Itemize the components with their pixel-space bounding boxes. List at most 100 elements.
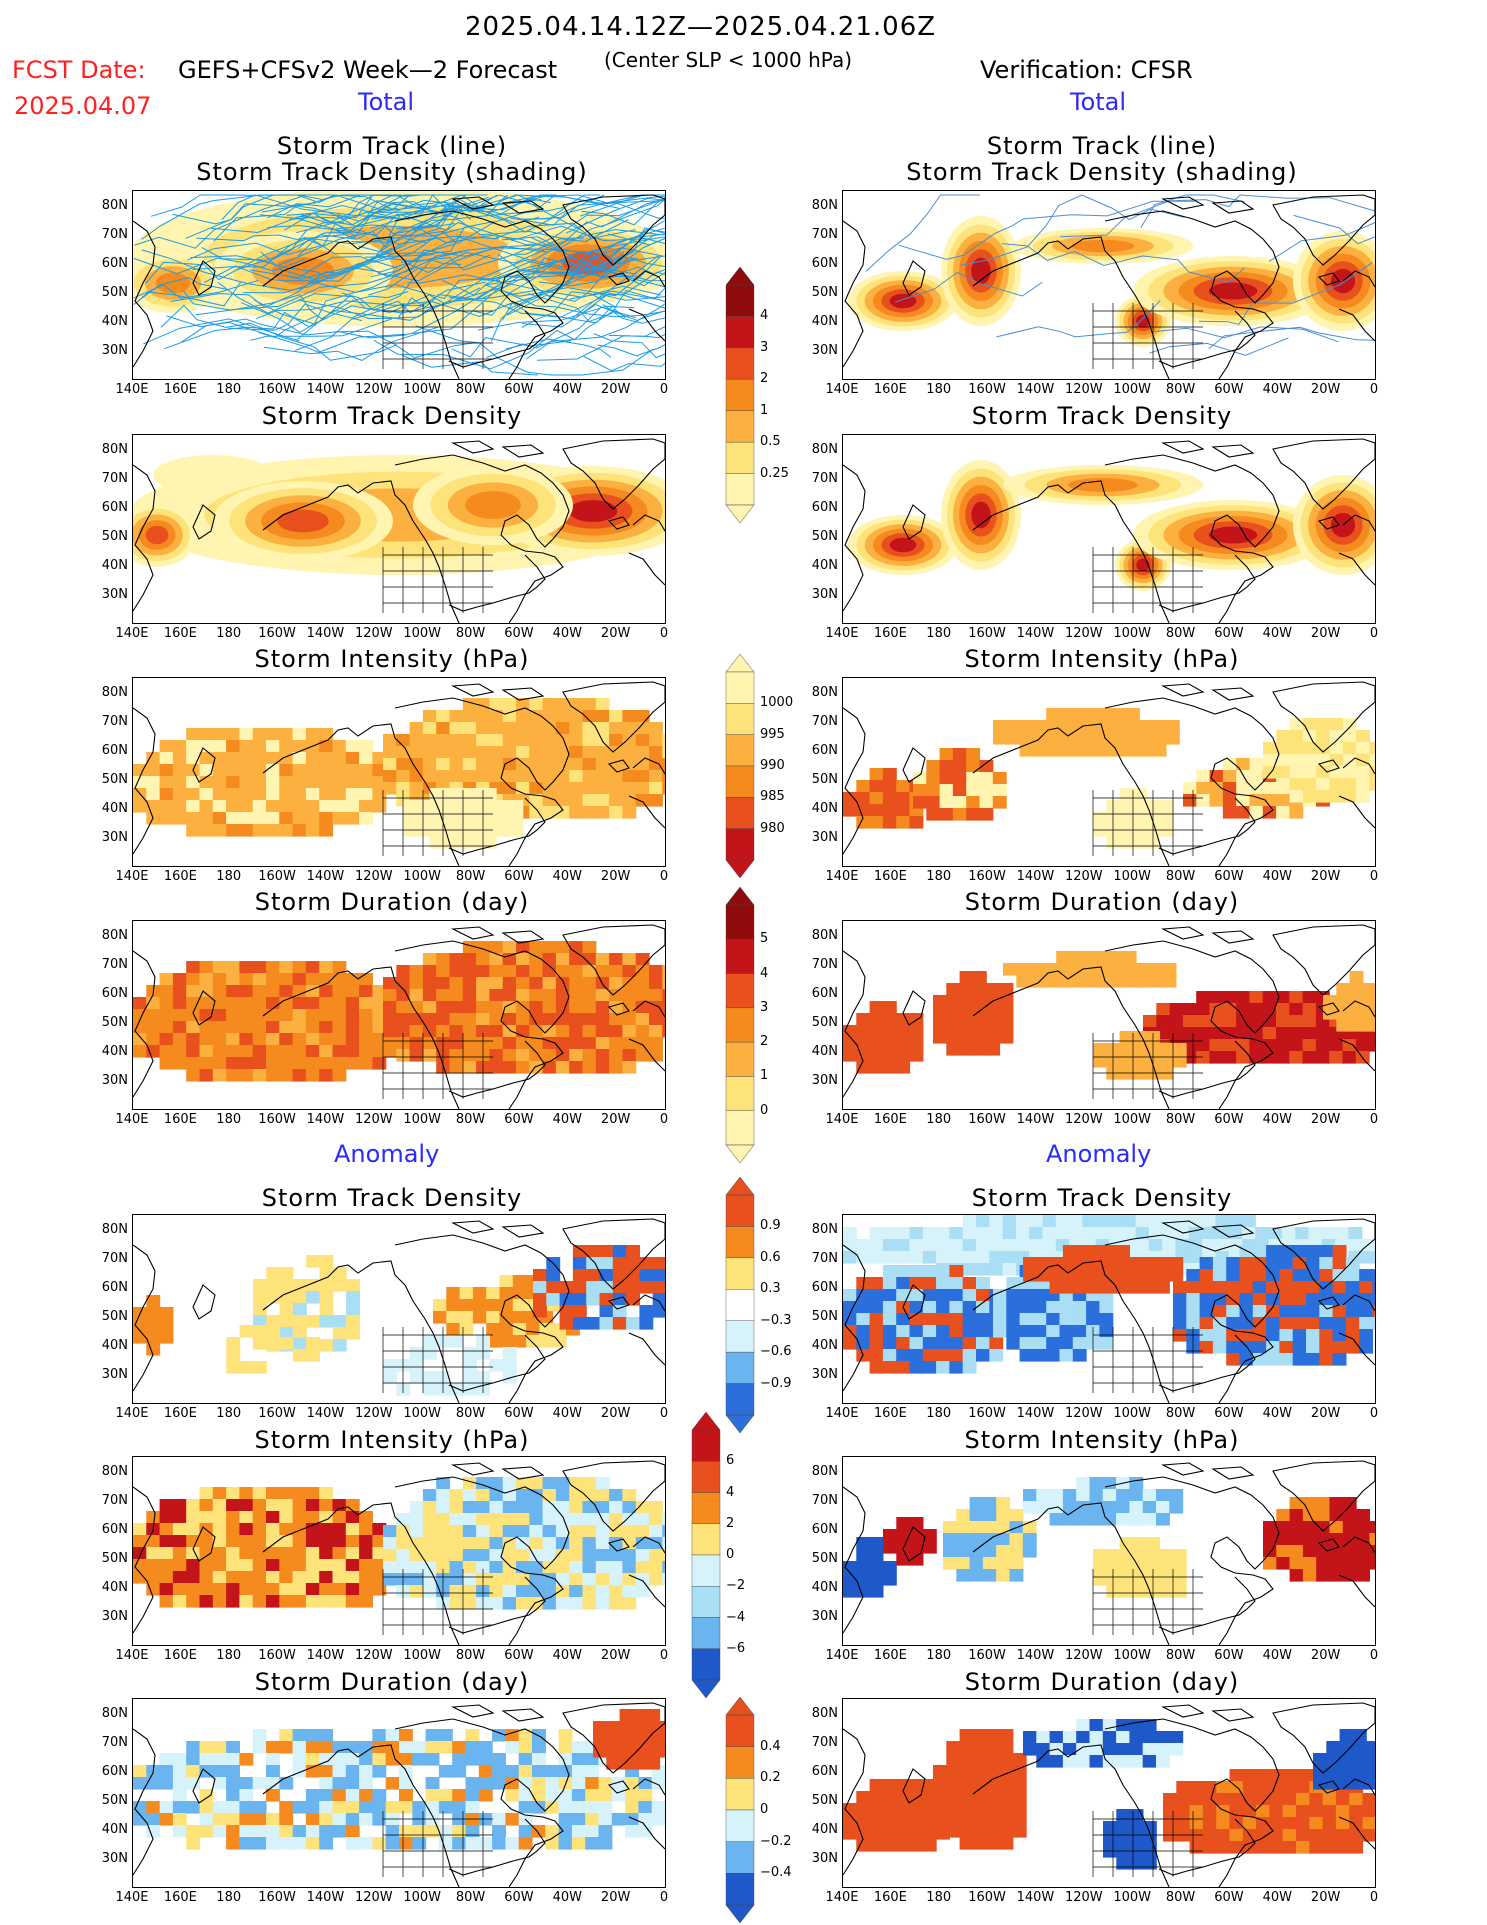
grid-cell (346, 1291, 360, 1304)
grid-cell (569, 1013, 584, 1026)
grid-cell (882, 1037, 897, 1050)
grid-cell (962, 1263, 977, 1276)
lat-label: 50N (101, 1309, 128, 1324)
grid-cell (159, 764, 174, 777)
grid-cell (969, 1557, 984, 1570)
grid-cell (856, 1037, 871, 1050)
grid-cell (383, 1013, 397, 1026)
grid-cell (1156, 1489, 1170, 1502)
grid-cell (856, 1561, 871, 1574)
grid-cell (133, 1813, 147, 1826)
grid-cell (319, 1559, 334, 1572)
panel-density-anom-obs-map (843, 1215, 1375, 1403)
grid-cell (1322, 1841, 1337, 1854)
grid-cell (212, 1801, 227, 1814)
grid-cell (239, 1057, 254, 1070)
grid-cell (1306, 1341, 1320, 1354)
grid-cell (909, 1325, 924, 1338)
grid-cell (1116, 1269, 1130, 1282)
grid-cell (1188, 1239, 1203, 1252)
grid-cell (1046, 732, 1061, 745)
grid-cell (856, 780, 871, 793)
grid-cell (882, 804, 897, 817)
grid-cell (409, 1025, 424, 1038)
grid-cell (1172, 1043, 1187, 1056)
grid-cell (532, 1825, 546, 1838)
lat-label: 80N (811, 1464, 838, 1479)
grid-cell (1076, 1281, 1091, 1294)
grid-cell (489, 698, 504, 711)
grid-cell (582, 1001, 597, 1014)
grid-cell (452, 1741, 467, 1754)
grid-cell (1332, 1353, 1347, 1366)
lat-label: 40N (101, 1580, 128, 1595)
grid-cell (882, 1289, 897, 1302)
grid-cell (279, 1837, 294, 1850)
lon-label: 100W (403, 1648, 441, 1663)
grid-cell (226, 1801, 240, 1814)
grid-cell (582, 794, 597, 807)
grid-cell (409, 1359, 424, 1372)
grid-cell (569, 746, 584, 759)
grid-cell (558, 1825, 573, 1838)
grid-cell (582, 698, 597, 711)
grid-cell (882, 1239, 897, 1252)
grid-cell (1049, 1513, 1064, 1526)
grid-cell (1329, 718, 1344, 731)
grid-cell (186, 1583, 201, 1596)
grid-cell (359, 1033, 373, 1046)
grid-cell (476, 977, 490, 990)
lon-label: 40W (552, 1648, 582, 1663)
grid-cell (1359, 1305, 1374, 1318)
grid-cell (582, 1025, 597, 1038)
grid-cell (896, 780, 911, 793)
grid-cell (843, 1251, 857, 1264)
grid-cell (1139, 732, 1154, 745)
grid-cell (933, 1007, 947, 1020)
grid-cell (442, 800, 457, 813)
grid-cell (1212, 1329, 1227, 1342)
grid-cell (1196, 770, 1211, 783)
grid-cell (1132, 812, 1147, 825)
grid-cell (159, 1057, 174, 1070)
grid-cell (1199, 1329, 1214, 1342)
grid-cell (598, 1789, 613, 1802)
grid-cell (1262, 991, 1277, 1004)
grid-cell (1306, 1245, 1320, 1258)
grid-cell (436, 746, 451, 759)
grid-cell (502, 770, 517, 783)
grid-cell (502, 746, 517, 759)
colorbar-label: 0.4 (760, 1738, 781, 1754)
grid-cell (266, 1337, 281, 1350)
grid-cell (1212, 1257, 1227, 1270)
panel-duration-obs-map (843, 924, 1375, 1109)
grid-cell (569, 1561, 584, 1574)
grid-cell (252, 1045, 267, 1058)
grid-cell (509, 812, 524, 825)
grid-cell (999, 1729, 1014, 1742)
grid-cell (516, 758, 530, 771)
grid-cell (1229, 1817, 1244, 1830)
grid-cell (199, 1825, 214, 1838)
grid-cell (1362, 1793, 1375, 1806)
grid-cell (146, 1033, 161, 1046)
grid-cell (399, 1825, 413, 1838)
grid-cell (1089, 1269, 1104, 1282)
grid-cell (843, 1815, 857, 1828)
grid-cell (319, 788, 334, 801)
grid-cell (949, 1301, 964, 1314)
grid-cell (1112, 732, 1127, 745)
grid-cell (555, 1049, 570, 1062)
grid-cell (982, 1497, 997, 1510)
lon-label: 120W (354, 1648, 393, 1663)
grid-cell (239, 1801, 254, 1814)
grid-cell (896, 1337, 911, 1350)
grid-cell (571, 1777, 586, 1790)
grid-cell (319, 961, 334, 974)
grid-cell (133, 1765, 147, 1778)
grid-cell (635, 1037, 650, 1050)
grid-cell (882, 1337, 897, 1350)
grid-cell (239, 1813, 254, 1826)
grid-cell (635, 1513, 650, 1526)
grid-cell (462, 1597, 477, 1610)
